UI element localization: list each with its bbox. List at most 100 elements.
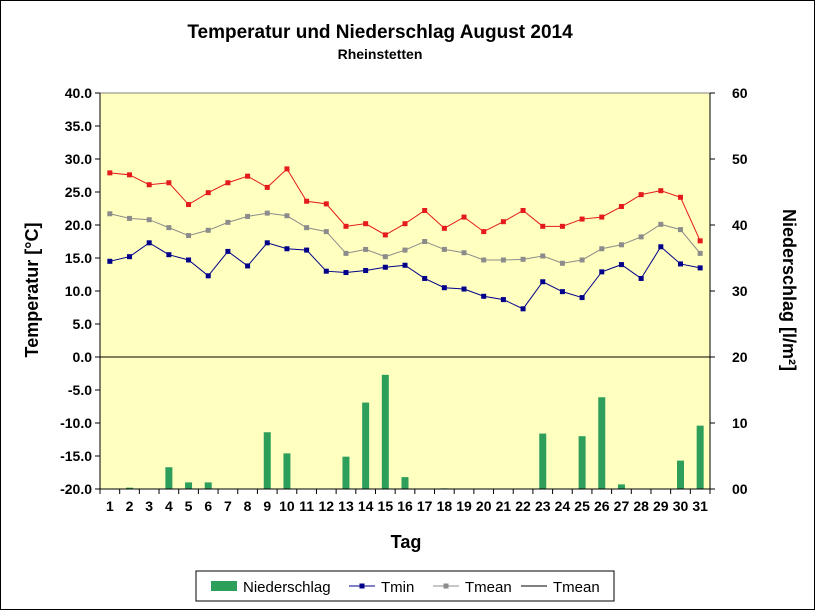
point-tmax [186,202,192,208]
point-tmean [697,250,703,256]
point-tmean [618,242,624,248]
bar-niederschlag [617,484,625,489]
x-tick-label: 12 [319,498,335,514]
left-tick-label: 15.0 [65,250,92,266]
point-tmean [461,250,467,256]
bar-niederschlag [342,456,350,489]
left-tick-label: -15.0 [60,448,92,464]
point-tmean [107,211,113,217]
right-tick-label: 10 [732,415,748,431]
point-tmax [618,204,624,210]
x-tick-label: 3 [145,498,153,514]
x-axis-label: Tag [391,532,422,552]
left-tick-label: 5.0 [73,316,93,332]
x-tick-label: 2 [126,498,134,514]
bar-niederschlag [126,487,134,489]
legend-swatch-marker [443,583,449,589]
point-tmin [382,264,388,270]
lines-group [107,166,703,312]
x-tick-label: 6 [204,498,212,514]
point-tmax [422,207,428,213]
left-tick-label: -10.0 [60,415,92,431]
bar-niederschlag [401,477,409,489]
x-tick-label: 10 [279,498,295,514]
point-tmean [186,233,192,239]
point-tmean [638,234,644,240]
point-tmax [323,201,329,207]
point-tmean [520,256,526,262]
left-tick-label: 40.0 [65,85,92,101]
point-tmin [264,240,270,246]
point-tmean [402,247,408,253]
x-axis-ticks: 1 2 3 4 5 6 7 8 9 10 11 12 13 14 15 16 17 18 19 20 21 22 23 24 2… [99,489,711,514]
x-tick-label: 1 [106,498,114,514]
x-tick-label: 18 [437,498,453,514]
point-tmax [382,232,388,238]
x-tick-label: 21 [496,498,512,514]
point-tmax [638,192,644,198]
right-tick-label: 40 [732,217,748,233]
x-tick-label: 5 [185,498,193,514]
point-tmax [284,166,290,172]
x-tick-label: 31 [692,498,708,514]
point-tmean [540,253,546,259]
point-tmax [166,180,172,186]
point-tmax [540,223,546,229]
x-tick-label: 7 [224,498,232,514]
right-axis-label: Niederschlag [l/m²] [779,209,799,371]
point-tmin [245,263,251,269]
bar-niederschlag [578,436,586,489]
point-tmax [225,180,231,186]
point-tmax [205,190,211,196]
plot-area [99,92,711,490]
bar-niederschlag [185,482,193,489]
point-tmin [677,261,683,267]
right-tick-label: 20 [732,349,748,365]
point-tmax [304,198,310,204]
point-tmin [658,244,664,250]
point-tmax [441,225,447,231]
right-axis-ticks: 60 50 40 30 20 10 00 [710,85,748,497]
point-tmin [225,248,231,254]
point-tmin [618,262,624,268]
point-tmin [461,286,467,292]
point-tmin [422,275,428,281]
x-tick-label: 14 [358,498,374,514]
bar-niederschlag [696,425,704,489]
point-tmin [205,273,211,279]
legend-swatch-marker [359,583,365,589]
point-tmean [245,213,251,219]
point-tmax [579,216,585,222]
point-tmean [304,225,310,231]
legend-swatch-bar [211,581,237,591]
x-tick-label: 11 [299,498,314,514]
x-tick-label: 20 [476,498,492,514]
point-tmin [146,240,152,246]
bar-niederschlag [204,482,212,489]
x-tick-label: 16 [397,498,413,514]
x-tick-label: 26 [594,498,610,514]
legend: Niederschlag Tmin Tmean Tmean [195,570,615,602]
bar-niederschlag [165,467,173,489]
point-tmin [107,258,113,264]
right-tick-label: 00 [732,481,748,497]
point-tmin [343,270,349,276]
point-tmax [264,184,270,190]
point-tmean [225,219,231,225]
right-tick-label: 50 [732,151,748,167]
point-tmin [540,279,546,285]
point-tmean [441,246,447,252]
x-tick-label: 28 [633,498,649,514]
x-tick-label: 24 [555,498,571,514]
bar-niederschlag [362,402,370,489]
bar-niederschlag [539,433,547,489]
left-tick-label: 0.0 [73,349,93,365]
point-tmax [127,172,133,178]
point-tmin [284,246,290,252]
left-tick-label: -20.0 [60,481,92,497]
right-tick-label: 60 [732,85,748,101]
legend-label: Tmin [381,579,414,596]
point-tmax [520,207,526,213]
point-tmax [599,214,605,220]
